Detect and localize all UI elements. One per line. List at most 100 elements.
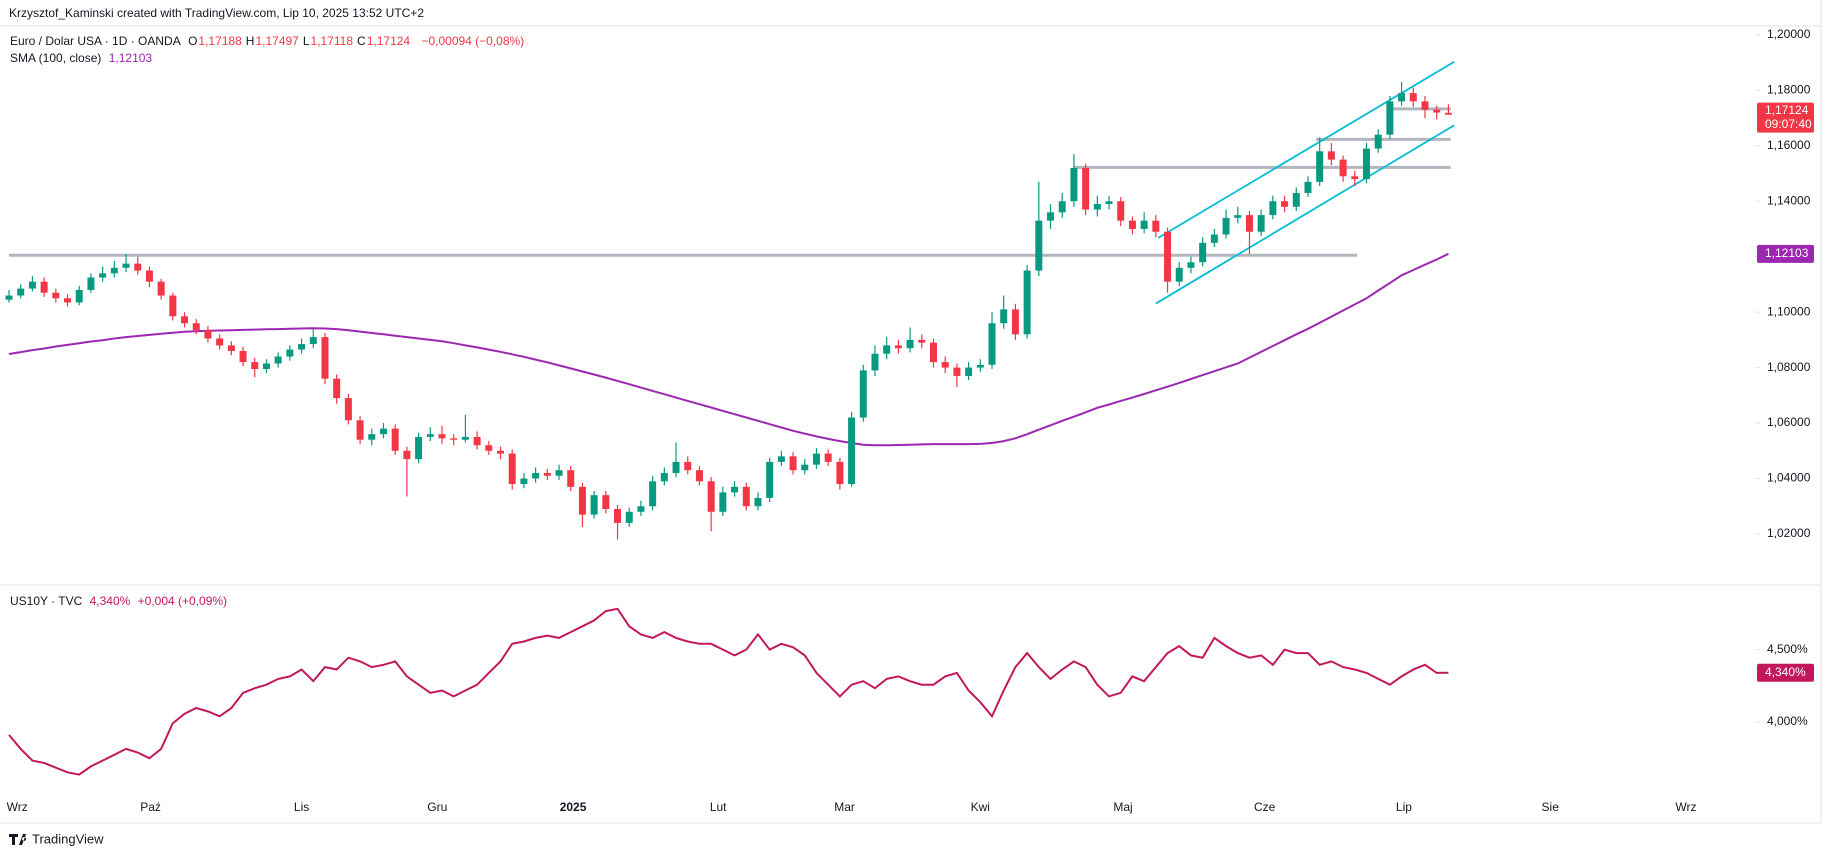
candle-body — [1140, 220, 1148, 229]
countdown: 09:07:40 — [1765, 117, 1812, 131]
candle-body — [1058, 201, 1066, 213]
main-legend: Euro / Dolar USA · 1D · OANDA O1,17188 H1… — [10, 34, 528, 48]
candle-body — [1281, 201, 1289, 207]
price-badge-label: 1,17124 — [1765, 103, 1809, 117]
candle-body — [578, 486, 586, 515]
symbol-title: Euro / Dolar USA · 1D · OANDA — [10, 34, 181, 48]
candle-body — [17, 288, 25, 296]
candle-body — [415, 436, 423, 460]
y-tick-label: 1,02000 — [1767, 526, 1811, 540]
candle-body — [1351, 176, 1359, 180]
candle-body — [181, 316, 189, 324]
candle-body — [508, 453, 516, 485]
candle-body — [450, 438, 458, 440]
candle-body — [28, 281, 36, 289]
us10y-legend: US10Y · TVC 4,340% +0,004 (+0,09%) — [10, 594, 231, 608]
candle-body — [1327, 151, 1335, 160]
candle-body — [122, 263, 130, 268]
candle-body — [1035, 220, 1043, 271]
x-tick-label: Cze — [1254, 800, 1276, 814]
candle-body — [1152, 220, 1160, 232]
candle-body — [1374, 134, 1382, 149]
candle-body — [976, 364, 984, 368]
candle-body — [1011, 309, 1019, 335]
us10y-line — [8, 607, 1449, 776]
candle-body — [274, 356, 282, 364]
candle-body — [192, 323, 200, 331]
candle-body — [1117, 201, 1125, 221]
candle-body — [848, 417, 856, 485]
candle-body — [438, 434, 446, 439]
candle-body — [731, 486, 739, 493]
candle-body — [110, 267, 118, 274]
candle-body — [239, 350, 247, 363]
candle-body — [368, 434, 376, 440]
candle-body — [1409, 93, 1417, 102]
candle-body — [298, 344, 306, 350]
candle-body — [602, 495, 610, 510]
candle-body — [1070, 167, 1078, 202]
ohlc-key: H — [245, 34, 255, 48]
candle-body — [766, 461, 774, 498]
y-tick-label: 1,06000 — [1767, 415, 1811, 429]
candle-body — [812, 453, 820, 465]
ohlc-value: 1,17497 — [255, 34, 299, 48]
candle-body — [1234, 215, 1242, 218]
candle-body — [1047, 212, 1055, 221]
sma-badge — [1757, 244, 1814, 263]
us10y-badge-label: 4,340% — [1765, 665, 1806, 679]
candle-body — [426, 434, 434, 437]
candle-body — [497, 450, 505, 454]
us10y-badge — [1757, 663, 1814, 682]
ohlc-key: L — [302, 34, 310, 48]
y-tick-label: 1,04000 — [1767, 471, 1811, 485]
candle-body — [75, 289, 83, 303]
us10y-value: 4,340% — [89, 594, 131, 608]
candle-body — [637, 506, 645, 512]
candle-body — [1444, 112, 1452, 115]
x-tick-label: 2025 — [560, 800, 587, 814]
y-tick-label: 1,16000 — [1767, 138, 1811, 152]
x-tick-label: Sie — [1542, 800, 1560, 814]
candle-body — [1128, 220, 1136, 229]
candle-body — [754, 497, 762, 507]
candle-body — [227, 345, 235, 351]
y-tick-label: 1,20000 — [1767, 27, 1811, 41]
candle-body — [309, 337, 317, 345]
change: −0,00094 (−0,08%) — [421, 34, 525, 48]
candle-body — [707, 481, 715, 512]
candle-body — [742, 486, 750, 507]
sma-legend: SMA (100, close) 1,12103 — [10, 51, 156, 65]
candle-body — [485, 445, 493, 451]
candle-body — [216, 338, 224, 346]
x-tick-label: Lut — [710, 800, 727, 814]
candle-body — [777, 456, 785, 462]
ohlc-key: O — [188, 34, 198, 48]
candle-body — [1398, 93, 1406, 102]
candle-body — [87, 277, 95, 290]
candle-body — [988, 323, 996, 365]
candle-body — [1199, 242, 1207, 263]
sma-line — [8, 252, 1449, 447]
candle-body — [520, 478, 528, 485]
us10y-change: +0,004 (+0,09%) — [137, 594, 228, 608]
candle-body — [40, 281, 48, 293]
candle-body — [356, 420, 364, 440]
ohlc: O1,17188 H1,17497 L1,17118 C1,17124 — [188, 34, 414, 48]
sma-name: SMA (100, close) — [10, 51, 102, 65]
candle-body — [543, 472, 551, 476]
candle-body — [1023, 270, 1031, 335]
logo-text: TradingView — [32, 831, 104, 846]
candle-body — [941, 362, 949, 368]
candle-body — [333, 378, 341, 399]
candle-body — [52, 292, 60, 299]
y-tick-label: 1,14000 — [1767, 193, 1811, 207]
candle-body — [719, 492, 727, 512]
x-tick-label: Maj — [1113, 800, 1132, 814]
credit: Krzysztof_Kaminski created with TradingV… — [9, 6, 424, 20]
candle-body — [695, 470, 703, 482]
candle-body — [1316, 151, 1324, 182]
x-tick-label: Wrz — [7, 800, 28, 814]
candle-body — [1210, 234, 1218, 243]
